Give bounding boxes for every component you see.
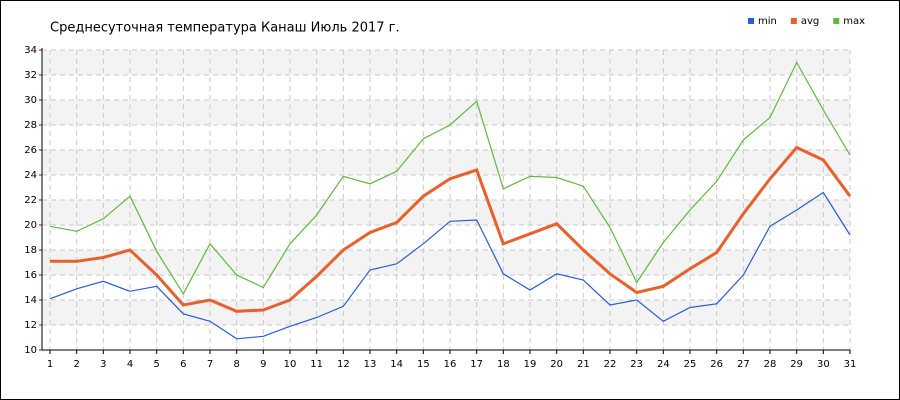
y-tick-label: 14 — [24, 295, 37, 306]
x-tick-label: 8 — [233, 359, 239, 370]
x-tick-label: 29 — [790, 359, 803, 370]
y-tick-label: 12 — [24, 320, 37, 331]
y-tick-label: 22 — [24, 195, 37, 206]
x-tick-label: 20 — [550, 359, 563, 370]
x-tick-label: 28 — [764, 359, 777, 370]
x-tick-label: 16 — [444, 359, 457, 370]
x-tick-label: 4 — [127, 359, 133, 370]
x-tick-label: 19 — [524, 359, 537, 370]
y-tick-label: 32 — [24, 70, 37, 81]
x-tick-label: 30 — [817, 359, 830, 370]
y-tick-label: 20 — [24, 220, 37, 231]
y-tick-label: 18 — [24, 245, 37, 256]
y-tick-label: 10 — [24, 345, 37, 356]
x-tick-label: 7 — [207, 359, 213, 370]
x-tick-label: 26 — [710, 359, 723, 370]
y-tick-label: 16 — [24, 270, 37, 281]
grid-band — [42, 100, 850, 125]
x-tick-label: 13 — [364, 359, 377, 370]
legend-label: max — [843, 16, 865, 27]
x-tick-label: 21 — [577, 359, 590, 370]
y-tick-label: 24 — [24, 170, 37, 181]
series-line — [49, 61, 851, 295]
x-tick-label: 14 — [390, 359, 403, 370]
x-tick-label: 5 — [153, 359, 159, 370]
x-tick-label: 17 — [470, 359, 483, 370]
grid-band — [42, 200, 850, 225]
x-tick-label: 2 — [73, 359, 79, 370]
x-tick-label: 18 — [497, 359, 510, 370]
chart-title: Среднесуточная температура Канаш Июль 20… — [50, 21, 400, 36]
x-tick-label: 31 — [844, 359, 857, 370]
x-tick-label: 24 — [657, 359, 670, 370]
x-tick-label: 10 — [284, 359, 297, 370]
x-tick-label: 1 — [47, 359, 53, 370]
legend-label: min — [758, 16, 777, 27]
grid-band — [42, 300, 850, 325]
x-tick-label: 15 — [417, 359, 430, 370]
x-tick-label: 22 — [604, 359, 617, 370]
x-tick-label: 9 — [260, 359, 266, 370]
x-tick-label: 6 — [180, 359, 186, 370]
y-tick-label: 26 — [24, 145, 37, 156]
series-line — [49, 191, 851, 340]
x-tick-label: 11 — [310, 359, 323, 370]
y-tick-label: 28 — [24, 120, 37, 131]
x-tick-label: 12 — [337, 359, 350, 370]
legend-label: avg — [801, 16, 819, 27]
legend-swatch — [748, 18, 754, 24]
x-tick-label: 27 — [737, 359, 750, 370]
grid-band — [42, 50, 850, 75]
y-tick-label: 34 — [24, 45, 37, 56]
legend-swatch — [790, 18, 797, 24]
legend-swatch — [833, 18, 840, 24]
x-tick-label: 3 — [100, 359, 106, 370]
series-line — [50, 145, 852, 313]
grid-band — [42, 150, 850, 175]
x-tick-label: 23 — [630, 359, 643, 370]
x-tick-label: 25 — [684, 359, 697, 370]
y-tick-label: 30 — [24, 95, 37, 106]
